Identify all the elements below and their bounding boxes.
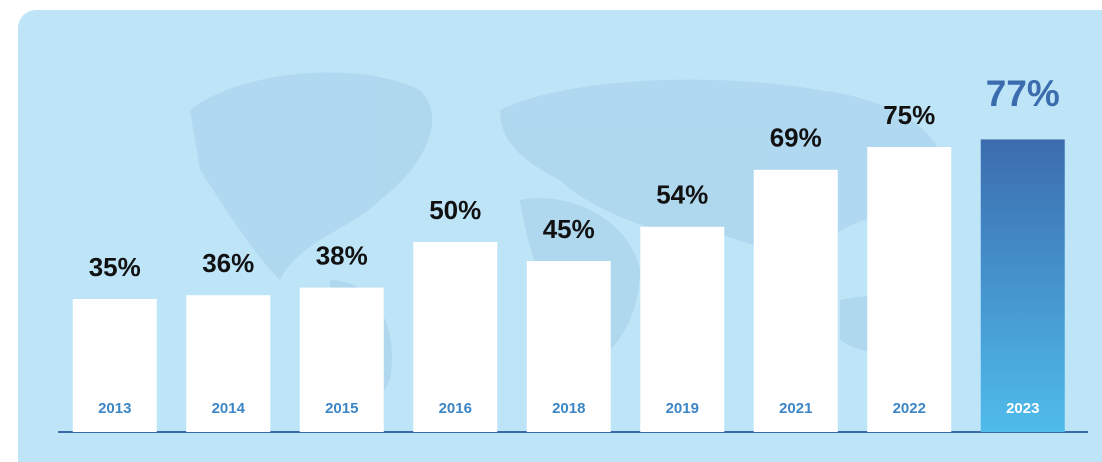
x-tick-label: 2019 bbox=[666, 400, 699, 417]
bar bbox=[867, 147, 952, 432]
x-tick-label: 2013 bbox=[98, 400, 131, 417]
bar bbox=[186, 295, 271, 432]
x-tick-label: 2022 bbox=[893, 400, 926, 417]
bar bbox=[413, 242, 498, 432]
x-tick-label: 2021 bbox=[779, 400, 812, 417]
bar bbox=[980, 139, 1065, 432]
bar bbox=[640, 226, 725, 432]
value-label: 75% bbox=[883, 100, 935, 130]
bar bbox=[526, 261, 611, 432]
value-label: 35% bbox=[89, 252, 141, 282]
value-label: 50% bbox=[429, 195, 481, 225]
bar bbox=[753, 169, 838, 433]
bar bbox=[72, 299, 157, 432]
value-label: 54% bbox=[656, 180, 708, 210]
x-tick-label: 2023 bbox=[1006, 400, 1039, 417]
bar bbox=[299, 287, 384, 432]
value-label: 69% bbox=[770, 123, 822, 153]
x-tick-label: 2016 bbox=[439, 400, 472, 417]
x-tick-label: 2015 bbox=[325, 400, 358, 417]
value-label: 38% bbox=[316, 240, 368, 270]
value-label: 77% bbox=[986, 73, 1060, 114]
x-tick-label: 2018 bbox=[552, 400, 585, 417]
value-label: 36% bbox=[202, 248, 254, 278]
value-label: 45% bbox=[543, 214, 595, 244]
x-tick-label: 2014 bbox=[212, 400, 246, 417]
